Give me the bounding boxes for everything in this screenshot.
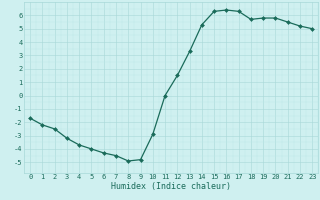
X-axis label: Humidex (Indice chaleur): Humidex (Indice chaleur) [111,182,231,191]
